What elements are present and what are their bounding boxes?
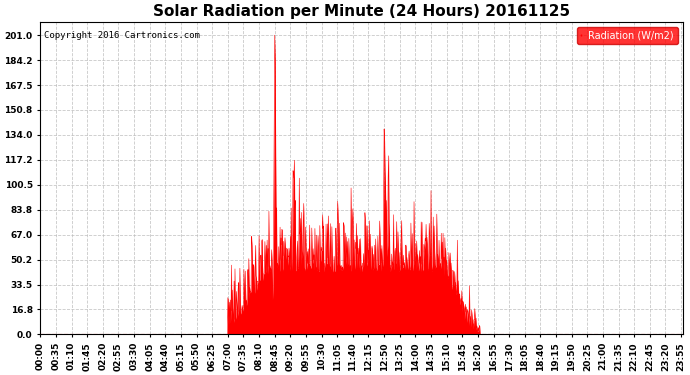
Title: Solar Radiation per Minute (24 Hours) 20161125: Solar Radiation per Minute (24 Hours) 20… (153, 4, 570, 19)
Text: Copyright 2016 Cartronics.com: Copyright 2016 Cartronics.com (43, 31, 199, 40)
Legend: Radiation (W/m2): Radiation (W/m2) (577, 27, 678, 44)
